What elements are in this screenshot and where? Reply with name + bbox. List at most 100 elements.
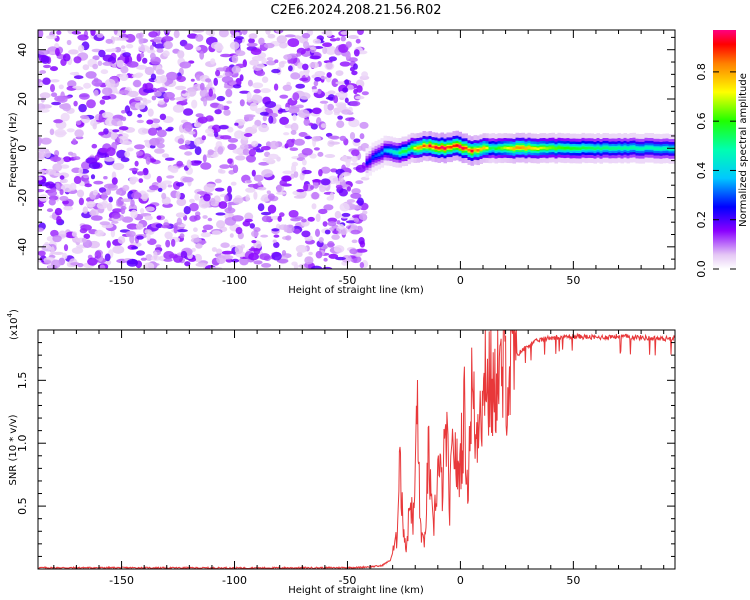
signal-cell [509, 147, 513, 150]
noise-cell [242, 148, 250, 156]
noise-cell [38, 188, 45, 193]
spectrogram-x-label: Height of straight line (km) [288, 285, 424, 296]
snr-y-tick-label: 1.5 [16, 372, 29, 390]
signal-cell [533, 147, 537, 150]
noise-cell [336, 37, 341, 41]
noise-cell [283, 132, 290, 136]
noise-cell [50, 246, 55, 255]
noise-cell [283, 54, 292, 60]
noise-cell [125, 43, 134, 49]
noise-cell [134, 102, 146, 110]
signal-cell [482, 146, 486, 150]
noise-cell [51, 92, 58, 97]
noise-cell [276, 258, 289, 264]
noise-cell [260, 211, 272, 216]
noise-cell [139, 208, 145, 214]
noise-cell [253, 191, 258, 200]
noise-cell [252, 94, 259, 99]
noise-cell [176, 197, 187, 207]
noise-cell [73, 100, 78, 107]
noise-cell [295, 244, 308, 253]
noise-cell [215, 69, 221, 77]
noise-cell [312, 38, 322, 44]
noise-cell [193, 138, 201, 147]
noise-cell [163, 258, 173, 262]
colorbar-label: Normalized spectral amplitude [738, 73, 749, 227]
noise-cell [38, 227, 44, 232]
noise-cell [210, 42, 223, 50]
noise-cell [112, 129, 120, 133]
noise-cell [318, 208, 328, 215]
noise-cell [322, 221, 328, 227]
spectrogram-y-tick-label: 40 [16, 43, 29, 57]
noise-cell [308, 251, 313, 256]
noise-cell [355, 180, 364, 185]
signal-cell [392, 151, 396, 154]
noise-cell [180, 250, 188, 259]
signal-cell [479, 147, 483, 151]
noise-cell [203, 97, 208, 107]
noise-cell [73, 56, 82, 64]
noise-cell [163, 251, 175, 260]
noise-cell [229, 233, 234, 238]
noise-cell [44, 169, 57, 175]
signal-cell [449, 146, 453, 149]
noise-cell [351, 239, 358, 244]
noise-cell [176, 86, 183, 91]
noise-cell [239, 99, 245, 107]
noise-cell [81, 161, 91, 170]
noise-cell [184, 43, 194, 50]
noise-cell [341, 255, 352, 263]
noise-cell [201, 135, 206, 141]
noise-cell [350, 162, 359, 166]
snr-frame [37, 329, 676, 570]
noise-cell [51, 101, 61, 106]
heatmap-cells [38, 30, 675, 269]
noise-cell [92, 55, 100, 61]
noise-cell [208, 88, 213, 97]
noise-cell [111, 48, 117, 52]
noise-cell [333, 95, 339, 104]
noise-cell [317, 90, 322, 95]
signal-cell [569, 147, 573, 150]
signal-cell [641, 147, 645, 150]
signal-cell [413, 146, 417, 150]
noise-cell [218, 125, 229, 130]
noise-cell [42, 77, 51, 85]
noise-cell [226, 100, 233, 104]
noise-cell [153, 251, 158, 260]
noise-cell [345, 41, 352, 48]
noise-cell [296, 189, 305, 193]
signal-cell [530, 147, 534, 150]
noise-cell [255, 70, 266, 77]
noise-cell [251, 169, 256, 177]
signal-cell [386, 149, 390, 152]
spectrogram-y-ticks: -40 -20 0 20 40 [16, 36, 675, 260]
noise-cell [326, 62, 333, 70]
noise-cell [332, 230, 339, 235]
noise-cell [242, 220, 251, 227]
noise-cell [311, 88, 319, 93]
noise-cell [346, 84, 354, 91]
signal-cell [617, 146, 621, 150]
noise-cell [353, 49, 360, 57]
noise-cell [136, 151, 144, 156]
noise-cell [83, 233, 91, 239]
noise-cell [218, 30, 229, 38]
noise-cell [283, 224, 288, 233]
signal-cell [629, 146, 633, 150]
noise-cell [144, 215, 153, 221]
colorbar: 0.0 0.2 0.4 0.6 0.8 Normalized spectral ampl… [695, 30, 749, 278]
noise-cell [78, 197, 84, 206]
noise-cell [350, 192, 362, 199]
noise-cell [327, 135, 340, 139]
noise-cell [251, 140, 259, 147]
noise-cell [353, 88, 358, 95]
noise-cell [93, 180, 104, 185]
noise-cell [247, 183, 258, 188]
noise-cell [53, 119, 63, 124]
scale-factor-exponent: 4 [6, 312, 14, 317]
noise-cell [279, 212, 285, 217]
noise-cell [285, 235, 292, 241]
noise-cell [268, 153, 279, 160]
